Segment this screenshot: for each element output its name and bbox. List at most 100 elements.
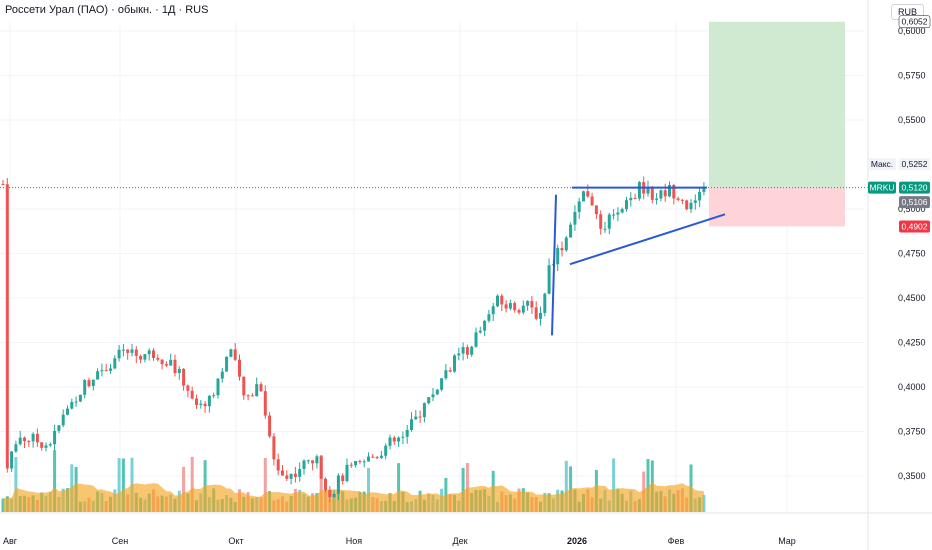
candle-body (319, 456, 323, 479)
candle-body (160, 359, 164, 365)
candle-body (650, 187, 654, 200)
candle-body (147, 350, 151, 355)
candle-body (397, 437, 401, 442)
y-tick-label: 0,4500 (898, 293, 926, 303)
x-tick-label: Авг (3, 536, 18, 546)
candle-body (607, 214, 611, 229)
y-tick-label: 0,4250 (898, 338, 926, 348)
volume-bar (53, 450, 57, 512)
price-label-target: 0,6052 (902, 17, 928, 27)
candle-body (612, 214, 616, 216)
y-tick-label: 0,3500 (898, 471, 926, 481)
candle-body (534, 307, 538, 319)
candle-body (117, 349, 121, 359)
candle-body (216, 378, 220, 396)
price-label-bg (899, 220, 930, 233)
candle-body (66, 408, 69, 415)
candle-body (87, 380, 91, 387)
price-label-symbol: MRKU (869, 183, 894, 193)
candle-body (582, 191, 585, 202)
candle-body (186, 385, 190, 391)
candle-body (530, 301, 534, 308)
candle-body (242, 376, 246, 396)
candle-body (496, 295, 499, 307)
candle-body (315, 456, 319, 464)
volume-bar (564, 460, 568, 512)
candle-body (263, 391, 267, 416)
volume-bar (612, 458, 616, 512)
y-tick-label: 0,6000 (898, 26, 926, 36)
candle-body (569, 224, 573, 238)
candle-body (10, 451, 14, 469)
price-label-stop: 0,4902 (902, 221, 928, 231)
candle-body (44, 445, 48, 448)
candle-body (620, 209, 624, 213)
candle-body (431, 394, 435, 398)
candle-body (83, 380, 87, 395)
volume-bar (117, 458, 121, 512)
candle-body (229, 349, 233, 357)
candle-body (246, 395, 250, 397)
candle-body (586, 191, 590, 197)
candle-body (698, 191, 702, 201)
x-tick-label: 2026 (567, 536, 587, 546)
x-tick-label: Дек (452, 536, 467, 546)
price-label-max: 0,5252 (902, 159, 928, 169)
candle-body (250, 395, 254, 397)
candle-body (276, 459, 280, 471)
price-label-last: 0,5120 (902, 183, 928, 193)
candle-body (96, 371, 100, 380)
candle-body (156, 357, 160, 360)
candle-body (405, 429, 409, 437)
candle-body (311, 460, 315, 464)
candle-body (306, 460, 310, 462)
candle-body (134, 349, 138, 356)
candle-body (465, 347, 469, 355)
candle-body (27, 441, 31, 443)
y-tick-label: 0,5500 (898, 115, 926, 125)
volume-ma-area (3, 482, 704, 512)
candle-body (143, 354, 147, 360)
candle-body (289, 473, 293, 479)
candle-body (689, 202, 693, 210)
time-axis: Авг Сен Окт Ноя Дек 2026 Фев Мар (0, 512, 932, 546)
candle-body (388, 437, 392, 446)
volume-bar (367, 468, 370, 512)
candle-body (169, 359, 173, 366)
candle-body (341, 475, 345, 481)
candle-body (233, 349, 237, 360)
candle-body (281, 470, 284, 476)
candle-body (513, 303, 517, 311)
trendline-pole (551, 194, 557, 336)
candle-body (61, 414, 65, 426)
candle-body (693, 200, 697, 203)
candle-body (302, 460, 306, 469)
candle-body (590, 196, 594, 206)
candle-body (663, 190, 667, 197)
candle-body (220, 371, 224, 379)
candle-body (255, 384, 259, 397)
candle-body (293, 473, 297, 477)
candle-body (491, 306, 495, 315)
candle-body (332, 493, 336, 498)
price-label-bg (899, 158, 930, 171)
candle-body (577, 201, 581, 212)
candle-body (225, 356, 229, 372)
candle-body (23, 437, 26, 442)
volume-bar (461, 467, 465, 512)
candle-body (384, 445, 388, 456)
candle-body (560, 248, 564, 251)
candle-body (646, 187, 650, 194)
trendlines (551, 186, 726, 336)
candle-body (414, 416, 418, 420)
candle-body (324, 478, 327, 490)
price-labels: 0,6052 Макс. 0,5252 MRKU 0,5120 0,5106 0,4902 (868, 15, 931, 233)
position-zones (0, 21, 868, 227)
candle-body (203, 403, 207, 407)
candle-body (109, 368, 112, 371)
price-label-gray: 0,5106 (902, 197, 928, 207)
candle-body (440, 378, 444, 390)
candle-body (78, 394, 82, 402)
candle-body (362, 461, 366, 463)
